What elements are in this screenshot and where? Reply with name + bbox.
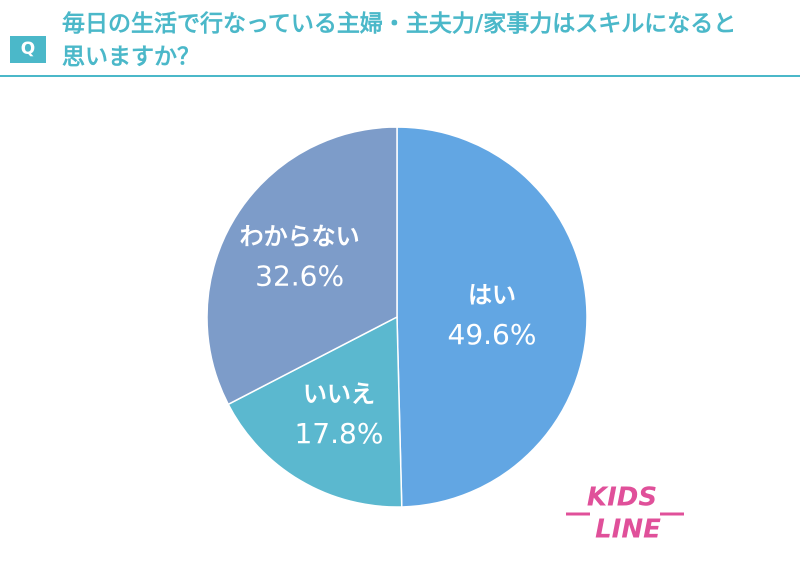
value-label: 17.8% [294,417,383,450]
logo-text: KIDS [587,483,657,513]
pie-slice [396,126,588,508]
pie-slice [227,315,403,508]
header-rule [0,75,800,77]
slice-label: わからない [240,223,360,251]
chart-title: 毎日の生活で行なっている主婦・主夫力/家事力はスキルになると思いますか？ [62,11,737,70]
slice-label: いいえ [303,380,375,408]
value-label: 49.6% [448,318,537,351]
question-badge: Q [10,36,46,63]
value-label: 32.6% [255,260,344,293]
pie-slice [206,126,398,406]
slice-label: はい [468,281,516,309]
logo-text: LINE [595,515,661,545]
